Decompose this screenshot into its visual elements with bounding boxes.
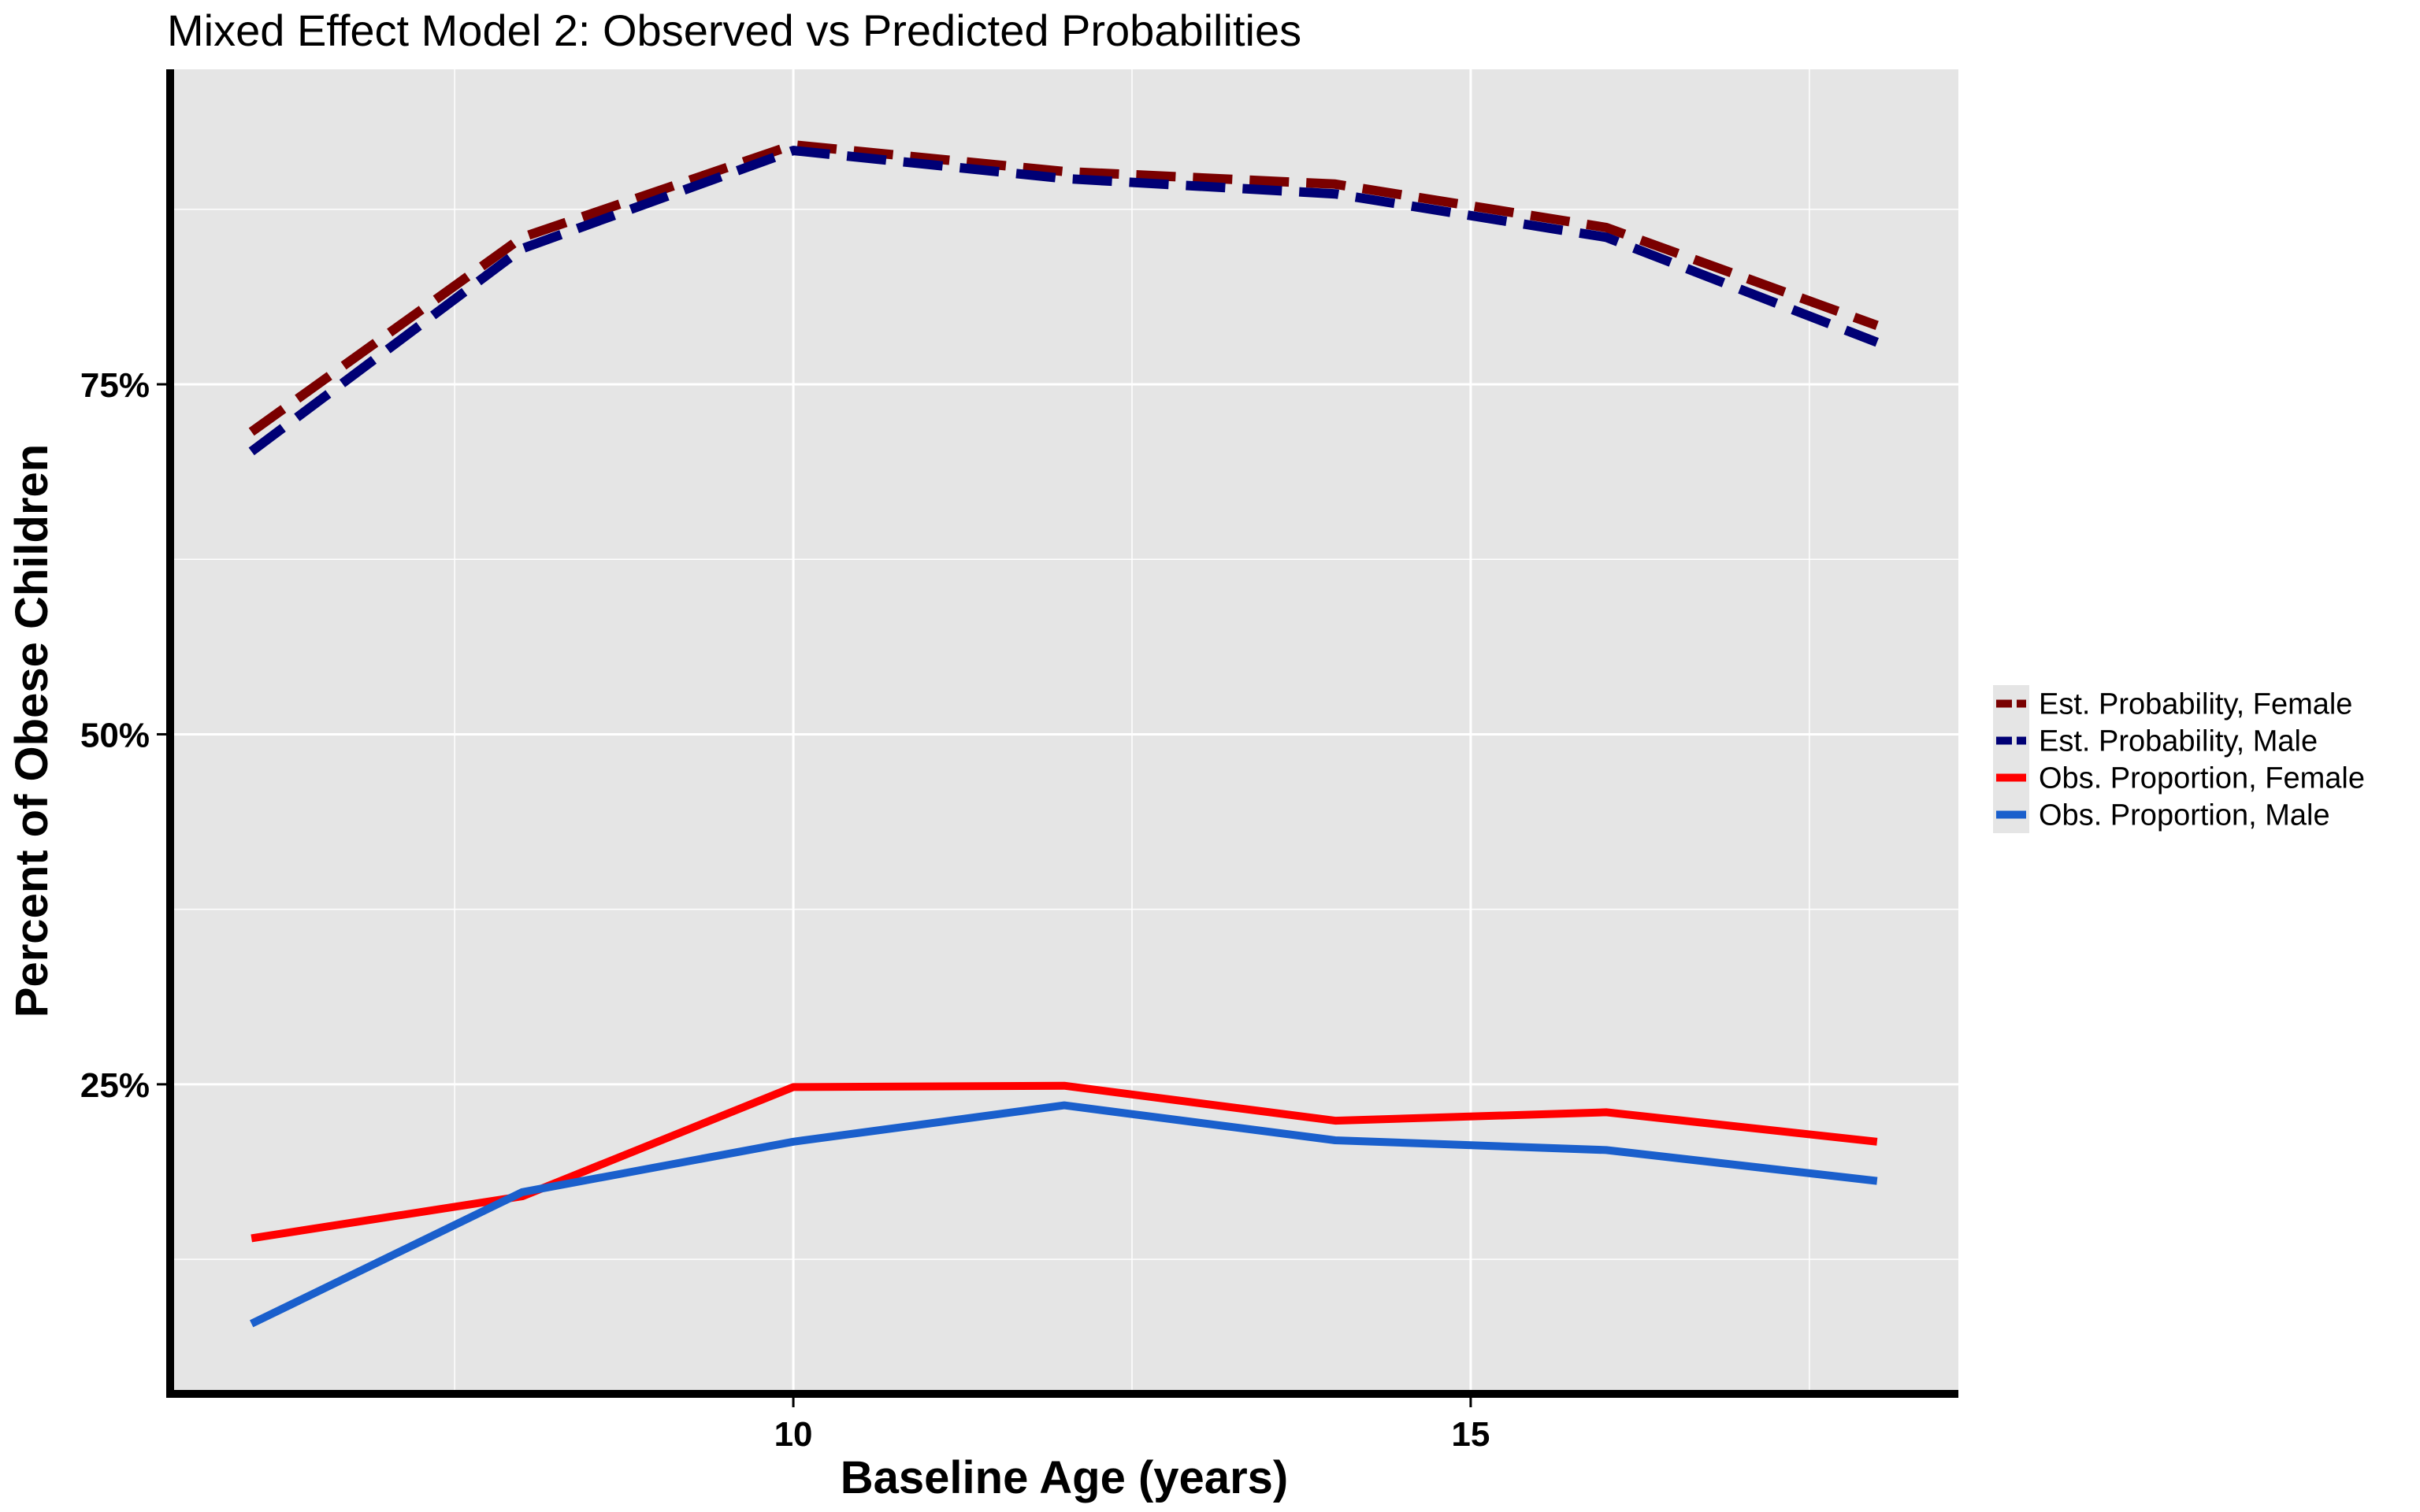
y-tick-label: 75%	[80, 366, 150, 405]
y-axis-title: Percent of Obese Children	[6, 444, 58, 1017]
legend: Est. Probability, Female Est. Probability…	[1993, 685, 2365, 833]
plot-panel	[170, 69, 1958, 1392]
series-layer	[248, 140, 1879, 1328]
x-tick-label: 15	[1451, 1415, 1490, 1454]
x-tick-label: 10	[774, 1415, 813, 1454]
legend-label: Obs. Proportion, Male	[2039, 799, 2330, 832]
series-line-1	[248, 140, 1879, 436]
y-tick-label: 25%	[80, 1066, 150, 1105]
series-line-2	[248, 146, 1879, 456]
chart-title: Mixed Effect Model 2: Observed vs Predic…	[167, 6, 1301, 55]
ticks-layer: 10 15 25% 50% 75%	[80, 366, 1490, 1454]
legend-label: Est. Probability, Female	[2039, 688, 2352, 721]
legend-label: Obs. Proportion, Female	[2039, 762, 2365, 795]
x-axis-title: Baseline Age (years)	[841, 1452, 1288, 1503]
series-line-4	[250, 1101, 1878, 1328]
y-tick-label: 50%	[80, 716, 150, 754]
legend-label: Est. Probability, Male	[2039, 725, 2318, 758]
